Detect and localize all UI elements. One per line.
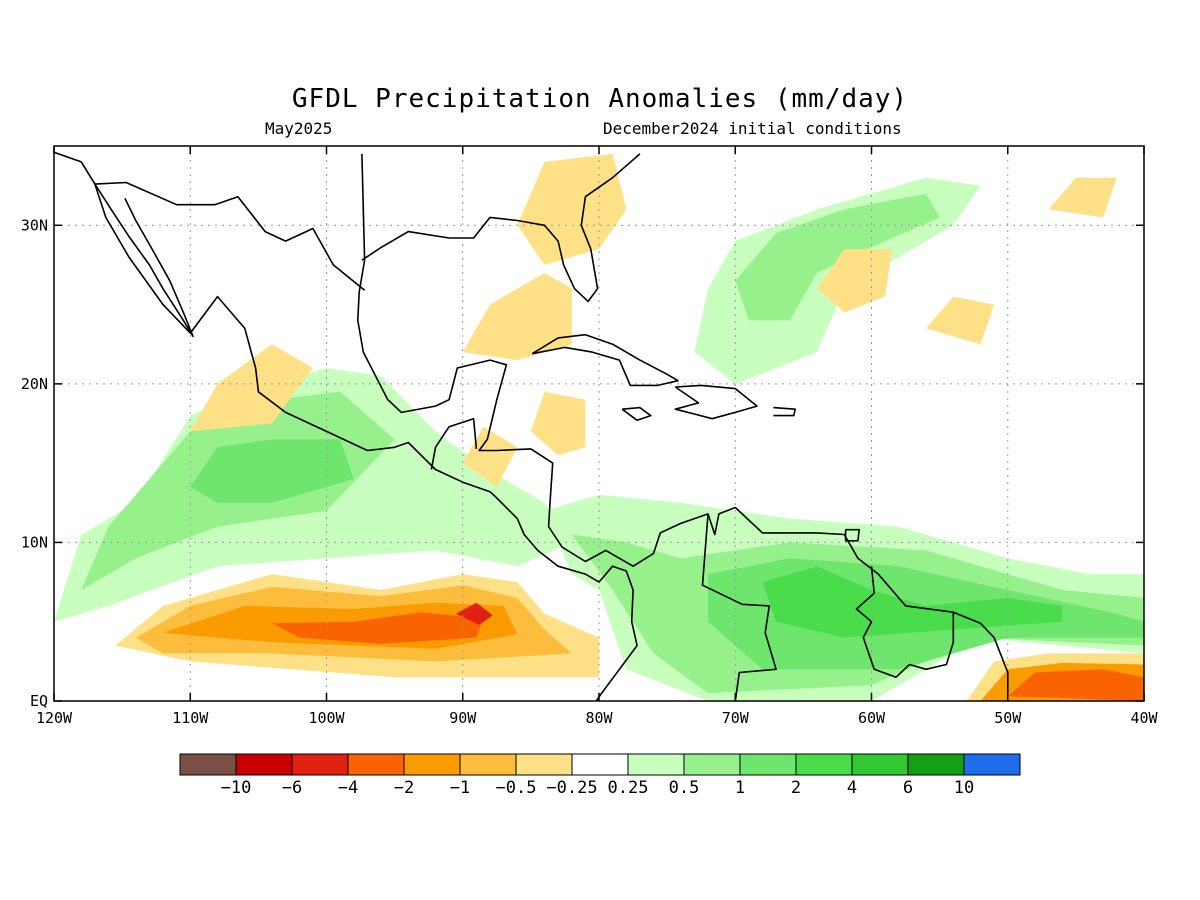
colorbar-swatch	[347, 753, 405, 776]
colorbar-swatch	[179, 753, 237, 776]
anomaly-region-subtropical-dry-3	[926, 296, 995, 345]
anomaly-region-gulf-dry-1	[462, 272, 572, 361]
x-tick-label: 120W	[36, 709, 73, 727]
colorbar-label: −0.5	[496, 778, 537, 798]
colorbar-swatch	[795, 753, 853, 776]
x-tick-label: 100W	[308, 709, 345, 727]
anomaly-region-amazon-wet-max	[762, 566, 1063, 638]
colorbar-label: −0.25	[546, 778, 597, 798]
anomaly-region-east-pacific-dry-peak	[455, 602, 493, 625]
x-tick-label: 70W	[722, 709, 750, 727]
coastline-us-gulf-coast	[361, 153, 641, 303]
x-tick-label: 90W	[449, 709, 477, 727]
colorbar-swatch	[235, 753, 293, 776]
coastline-layer	[54, 151, 1009, 701]
colorbar-swatch	[291, 753, 349, 776]
x-tick-label: 80W	[585, 709, 613, 727]
x-tick-label: 40W	[1130, 709, 1158, 727]
initial-conditions-label: December2024 initial conditions	[603, 119, 902, 138]
forecast-month: May2025	[265, 119, 333, 138]
anomaly-region-subtropical-dry-4	[1048, 177, 1117, 218]
anomaly-region-atlantic-dry-max	[1007, 669, 1144, 701]
coastline-trinidad	[844, 528, 861, 542]
anomaly-region-east-pacific-dry-max	[272, 612, 484, 644]
y-tick-label: 20N	[21, 375, 48, 393]
colorbar-label: 4	[847, 778, 857, 798]
colorbar-label: 0.25	[608, 778, 649, 798]
map-title: GFDL Precipitation Anomalies (mm/day)	[291, 84, 909, 114]
coastline-gulf-and-atlantic-coast	[356, 153, 1009, 694]
colorbar-swatch	[683, 753, 741, 776]
x-tick-label: 110W	[172, 709, 209, 727]
colorbar: −10 −6 −4 −2 −1 −0.5 −0.25 0.25 0.5 1 2 4 6 10	[179, 753, 1021, 798]
coastline-guianas-borders	[855, 566, 955, 679]
y-tick-label: 30N	[21, 216, 48, 234]
axis-ticks: 120W 110W 100W 90W 80W 70W 60W 50W 40W EQ 10N 20N 30…	[21, 146, 1159, 727]
colorbar-swatch	[627, 753, 685, 776]
colorbar-label: −10	[221, 778, 252, 798]
coastline-jamaica	[621, 406, 652, 422]
colorbar-label: 6	[903, 778, 913, 798]
y-tick-label: 10N	[21, 533, 48, 551]
x-tick-label: 50W	[994, 709, 1022, 727]
coastline-hispaniola	[674, 384, 758, 420]
colorbar-label: 10	[954, 778, 974, 798]
colorbar-label: −1	[450, 778, 470, 798]
anomaly-region-subtropical-dry-2	[817, 249, 892, 313]
colorbar-label: −2	[394, 778, 414, 798]
colorbar-swatch	[851, 753, 909, 776]
anomaly-region-caribbean-dry-1	[530, 391, 586, 456]
colorbar-swatch	[571, 753, 629, 776]
y-tick-label: EQ	[30, 692, 48, 710]
coastline-baja-peninsula	[94, 183, 194, 338]
colorbar-swatch	[907, 753, 965, 776]
anomaly-fill-layer	[54, 153, 1144, 701]
colorbar-label: 2	[791, 778, 801, 798]
colorbar-swatch	[963, 753, 1021, 776]
colorbar-swatch	[459, 753, 517, 776]
coastline-cuba	[531, 333, 679, 387]
colorbar-label: 0.5	[669, 778, 700, 798]
colorbar-swatch	[739, 753, 797, 776]
colorbar-swatch	[515, 753, 573, 776]
colorbar-label: −4	[338, 778, 358, 798]
coastline-north-american-coast	[54, 151, 638, 701]
anomaly-region-east-pacific-wet-inner	[190, 439, 354, 503]
coastline-central-america-borders	[430, 417, 478, 470]
coastline-puerto-rico	[773, 406, 797, 417]
coastline-south-america-borders	[701, 513, 777, 701]
coastline-us-mexico-border	[94, 181, 366, 291]
colorbar-label: −6	[282, 778, 302, 798]
anomaly-region-subtropical-dry-1	[517, 153, 627, 265]
colorbar-swatch	[403, 753, 461, 776]
anomaly-region-gulf-dry-2	[190, 344, 313, 432]
x-tick-label: 60W	[858, 709, 886, 727]
colorbar-label: 1	[735, 778, 745, 798]
